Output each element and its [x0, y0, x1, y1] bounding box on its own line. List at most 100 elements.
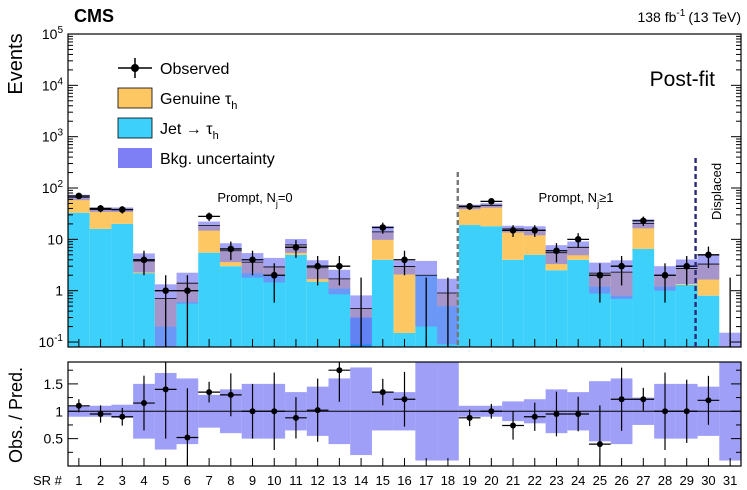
- jet-bar-23: [545, 270, 568, 347]
- xtick-label-13: 13: [332, 473, 346, 488]
- xtick-label-28: 28: [658, 473, 672, 488]
- ratio-point-13: [336, 367, 343, 374]
- ratio-point-19: [466, 414, 473, 421]
- legend-genuine-label: Genuine τh: [160, 91, 237, 112]
- ratio-point-15: [379, 389, 386, 396]
- uncertainty-band-7: [198, 221, 220, 231]
- xtick-label-30: 30: [701, 473, 715, 488]
- observed-point-25: [596, 271, 604, 279]
- ytick-label-0: 10-1: [39, 333, 64, 350]
- ratio-point-22: [531, 413, 538, 420]
- jet-bar-12: [306, 281, 329, 347]
- region-label-displaced: Displaced: [709, 163, 724, 220]
- ytick-ratio-label-1: 1: [55, 403, 63, 419]
- observed-point-13: [336, 262, 343, 270]
- ratio-point-21: [510, 422, 517, 429]
- observed-point-3: [118, 206, 126, 213]
- xtick-label-18: 18: [441, 473, 455, 488]
- ratio-point-7: [206, 389, 213, 396]
- jet-bar-13: [328, 288, 351, 347]
- observed-point-29: [683, 262, 691, 270]
- ratio-point-29: [683, 408, 690, 415]
- jet-bar-9: [241, 273, 264, 347]
- genuine-bar-2: [89, 209, 112, 229]
- ytick-label-2: 10: [47, 231, 63, 247]
- xtick-label-1: 1: [75, 473, 82, 488]
- ytick-ratio-label-2: 1.5: [44, 376, 64, 392]
- xtick-label-21: 21: [506, 473, 520, 488]
- ytick-label-4: 103: [42, 128, 64, 145]
- observed-point-8: [227, 245, 235, 253]
- observed-point-19: [466, 203, 473, 210]
- jet-bar-29: [675, 284, 698, 347]
- observed-point-28: [661, 271, 669, 279]
- legend-jet-swatch: [117, 117, 153, 139]
- ytick-ratio-label-0: 0.5: [44, 431, 64, 447]
- xtick-label-4: 4: [140, 473, 147, 488]
- genuine-bar-16: [393, 266, 416, 333]
- xtick-label-8: 8: [227, 473, 234, 488]
- observed-point-11: [292, 244, 300, 251]
- ratio-point-11: [292, 414, 299, 421]
- ratio-point-25: [596, 441, 603, 448]
- ratio-point-24: [575, 411, 582, 417]
- jet-bar-11: [285, 254, 307, 347]
- genuine-bar-3: [111, 209, 134, 224]
- ratio-point-3: [119, 413, 126, 420]
- observed-point-16: [401, 256, 408, 264]
- legend-uncertainty-label: Bkg. uncertainty: [160, 151, 275, 168]
- xtick-label-9: 9: [249, 473, 256, 488]
- xtick-label-10: 10: [267, 473, 281, 488]
- observed-point-23: [553, 247, 560, 255]
- xtick-label-2: 2: [97, 473, 104, 488]
- ratio-point-23: [553, 411, 560, 417]
- lumi-label: 138 fb-1 (13 TeV): [637, 8, 741, 25]
- x-axis-title: SR #: [33, 473, 63, 488]
- legend-uncertainty-swatch: [118, 148, 152, 168]
- observed-markers: [68, 158, 731, 347]
- observed-point-22: [531, 227, 539, 234]
- observed-point-24: [574, 236, 582, 243]
- ratio-markers: [68, 362, 720, 466]
- ratio-point-4: [140, 400, 147, 407]
- jet-bar-15: [371, 259, 394, 347]
- jet-bar-8: [219, 266, 242, 347]
- xtick-label-12: 12: [310, 473, 324, 488]
- observed-point-1: [75, 192, 83, 200]
- observed-point-6: [184, 287, 191, 294]
- xtick-label-6: 6: [184, 473, 191, 488]
- xtick-label-5: 5: [162, 473, 169, 488]
- genuine-bar-21: [502, 228, 524, 260]
- xtick-label-11: 11: [289, 473, 303, 488]
- xtick-label-26: 26: [614, 473, 628, 488]
- jet-bar-1: [68, 212, 90, 347]
- observed-point-5: [162, 287, 169, 294]
- ratio-point-5: [162, 386, 169, 393]
- jet-bar-27: [632, 248, 655, 347]
- ytick-label-1: 1: [55, 283, 63, 299]
- legend-observed-label: Observed: [160, 61, 229, 78]
- xtick-label-24: 24: [571, 473, 585, 488]
- xtick-label-22: 22: [528, 473, 542, 488]
- jet-bar-24: [567, 259, 590, 347]
- ratio-point-8: [227, 391, 234, 398]
- region-label-prompt-1j: Prompt, Nj≥1: [539, 190, 614, 209]
- y-axis-title: Events: [5, 33, 27, 94]
- experiment-label: CMS: [74, 6, 114, 26]
- xtick-label-3: 3: [119, 473, 126, 488]
- xtick-label-16: 16: [397, 473, 411, 488]
- main-panel-fills: [68, 194, 741, 348]
- ratio-point-10: [271, 408, 278, 415]
- observed-point-7: [205, 213, 213, 220]
- genuine-bar-19: [458, 206, 481, 226]
- jet-bar-2: [89, 228, 112, 347]
- jet-bar-4: [133, 273, 155, 347]
- ratio-point-6: [184, 434, 191, 441]
- observed-point-26: [618, 262, 625, 270]
- xtick-label-17: 17: [419, 473, 433, 488]
- jet-bar-22: [523, 254, 546, 347]
- xtick-label-25: 25: [593, 473, 607, 488]
- xtick-label-31: 31: [723, 473, 737, 488]
- genuine-bar-1: [68, 197, 90, 213]
- jet-bar-25: [589, 286, 611, 347]
